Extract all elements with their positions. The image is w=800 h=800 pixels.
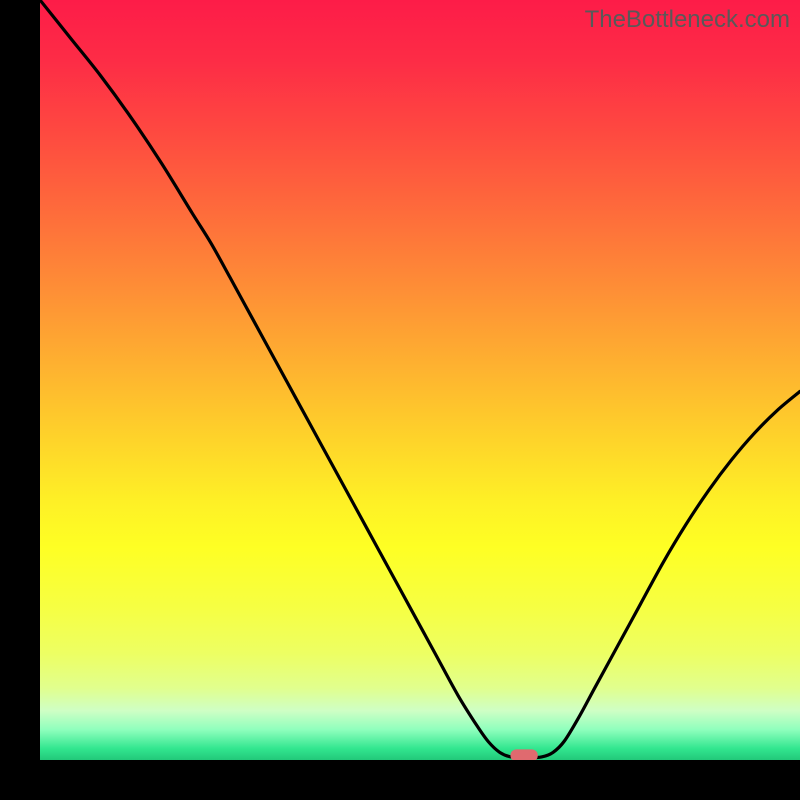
plot-area — [40, 0, 800, 760]
watermark-text: TheBottleneck.com — [585, 6, 790, 34]
bottleneck-line-chart — [40, 0, 800, 760]
optimal-point-marker — [510, 749, 537, 760]
chart-frame: TheBottleneck.com — [0, 0, 800, 800]
chart-background — [40, 0, 800, 760]
